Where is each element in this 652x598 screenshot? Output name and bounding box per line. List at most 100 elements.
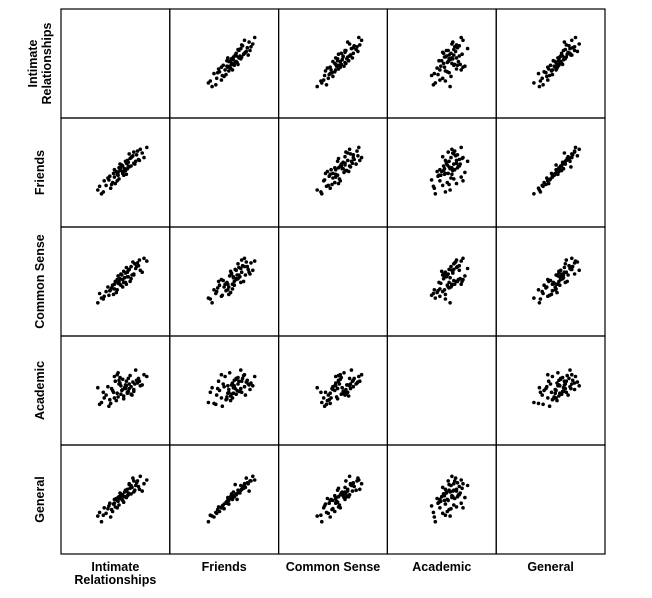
point-4-0-24 (102, 506, 106, 510)
point-1-4-58 (554, 167, 558, 172)
point-0-1-24 (219, 78, 224, 82)
point-0-3-7 (442, 65, 447, 69)
point-2-3-0 (452, 282, 457, 287)
point-1-2-42 (341, 166, 345, 171)
point-4-0-26 (132, 479, 136, 483)
point-4-1-51 (219, 506, 224, 510)
point-3-0-7 (115, 391, 119, 396)
point-4-3-19 (443, 487, 448, 492)
point-0-3-46 (446, 59, 451, 64)
point-4-2-38 (323, 502, 328, 506)
point-4-0-57 (137, 487, 142, 492)
point-2-4-36 (552, 281, 556, 286)
point-2-3-35 (449, 285, 453, 289)
point-0-3-52 (444, 48, 449, 53)
point-4-2-16 (347, 474, 352, 479)
point-0-2-46 (331, 59, 335, 64)
point-3-2-46 (331, 387, 335, 392)
point-3-1-6 (243, 393, 248, 397)
point-4-1-38 (227, 502, 231, 506)
point-2-4-38 (549, 292, 554, 297)
point-3-0-46 (120, 387, 125, 392)
point-4-3-8 (448, 514, 452, 518)
point-3-1-45 (242, 384, 247, 389)
point-2-3-30 (448, 275, 452, 280)
point-2-4-44 (541, 291, 545, 296)
point-0-1-45 (242, 51, 247, 56)
point-4-2-26 (344, 479, 348, 483)
point-3-0-27 (117, 382, 121, 386)
point-1-4-56 (556, 172, 560, 177)
point-1-2-49 (355, 149, 359, 153)
point-3-0-50 (123, 386, 128, 391)
point-3-0-32 (108, 401, 113, 406)
point-0-4-23 (559, 51, 564, 56)
point-4-3-48 (436, 501, 440, 506)
point-3-0-43 (118, 375, 122, 380)
point-3-0-8 (96, 385, 100, 390)
point-3-4-44 (541, 402, 545, 407)
point-4-1-46 (227, 498, 231, 503)
point-0-1-26 (248, 48, 252, 53)
point-3-1-18 (223, 374, 227, 379)
point-1-4-41 (546, 181, 551, 186)
point-3-2-21 (359, 372, 364, 377)
point-4-2-51 (338, 506, 343, 510)
point-4-0-9 (145, 478, 149, 482)
point-3-0-36 (116, 395, 120, 399)
point-4-1-40 (247, 489, 251, 493)
point-3-4-13 (556, 371, 560, 375)
point-3-4-18 (550, 374, 555, 379)
point-3-0-23 (129, 392, 133, 397)
point-4-3-6 (440, 485, 445, 490)
point-1-2-16 (347, 147, 352, 152)
point-2-0-38 (111, 292, 116, 297)
point-0-3-29 (457, 44, 462, 48)
point-1-2-9 (357, 145, 361, 150)
point-3-4-21 (570, 372, 574, 377)
point-0-1-30 (231, 57, 236, 62)
point-0-1-44 (214, 83, 218, 87)
point-3-2-45 (351, 384, 356, 389)
point-0-3-31 (460, 52, 464, 56)
point-3-0-45 (129, 384, 133, 389)
row-label-0: Relationships (40, 22, 54, 104)
point-4-2-45 (351, 483, 356, 488)
point-2-0-52 (132, 273, 136, 277)
point-3-2-44 (324, 402, 329, 407)
point-0-1-51 (219, 65, 224, 69)
point-3-1-35 (222, 384, 226, 389)
point-0-3-12 (429, 73, 434, 78)
point-2-3-4 (433, 296, 438, 300)
point-3-2-30 (340, 385, 345, 390)
point-2-0-56 (124, 282, 129, 287)
point-4-3-55 (452, 481, 456, 486)
point-3-1-26 (248, 387, 252, 392)
point-4-2-53 (344, 492, 348, 496)
point-2-0-48 (108, 288, 112, 293)
point-2-1-6 (243, 273, 248, 277)
point-2-4-54 (538, 297, 543, 301)
point-4-2-11 (354, 488, 358, 493)
point-1-3-55 (452, 152, 456, 156)
point-3-0-37 (131, 380, 135, 384)
point-4-3-37 (453, 476, 458, 480)
point-2-4-35 (545, 285, 549, 289)
point-1-4-54 (538, 190, 543, 194)
point-0-2-30 (340, 57, 345, 62)
point-2-3-9 (459, 259, 464, 263)
point-3-0-51 (115, 372, 119, 377)
point-2-3-43 (458, 276, 463, 281)
point-2-3-24 (438, 294, 442, 299)
point-2-1-8 (210, 301, 214, 305)
point-3-2-18 (333, 374, 338, 379)
point-1-4-34 (568, 159, 572, 164)
point-4-1-48 (224, 501, 228, 506)
point-3-2-24 (321, 396, 326, 400)
point-2-4-57 (564, 258, 569, 262)
point-0-2-25 (350, 56, 355, 60)
point-4-3-27 (452, 503, 456, 507)
point-2-0-39 (121, 269, 126, 274)
point-4-3-35 (449, 506, 453, 511)
point-0-2-12 (322, 73, 327, 78)
